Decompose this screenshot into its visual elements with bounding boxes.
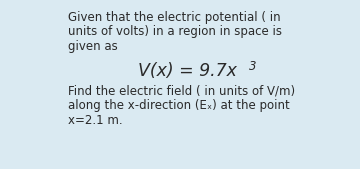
Text: Find the electric field ( in units of V/m): Find the electric field ( in units of V/…	[68, 84, 295, 98]
Text: Given that the electric potential ( in: Given that the electric potential ( in	[68, 11, 281, 24]
Text: given as: given as	[68, 40, 118, 53]
Text: x=2.1 m.: x=2.1 m.	[68, 114, 123, 127]
Text: along the x-direction (Eₓ) at the point: along the x-direction (Eₓ) at the point	[68, 99, 290, 112]
Text: 3: 3	[249, 61, 257, 74]
Text: V(x) = 9.7x: V(x) = 9.7x	[138, 63, 237, 80]
Text: units of volts) in a region in space is: units of volts) in a region in space is	[68, 26, 282, 39]
